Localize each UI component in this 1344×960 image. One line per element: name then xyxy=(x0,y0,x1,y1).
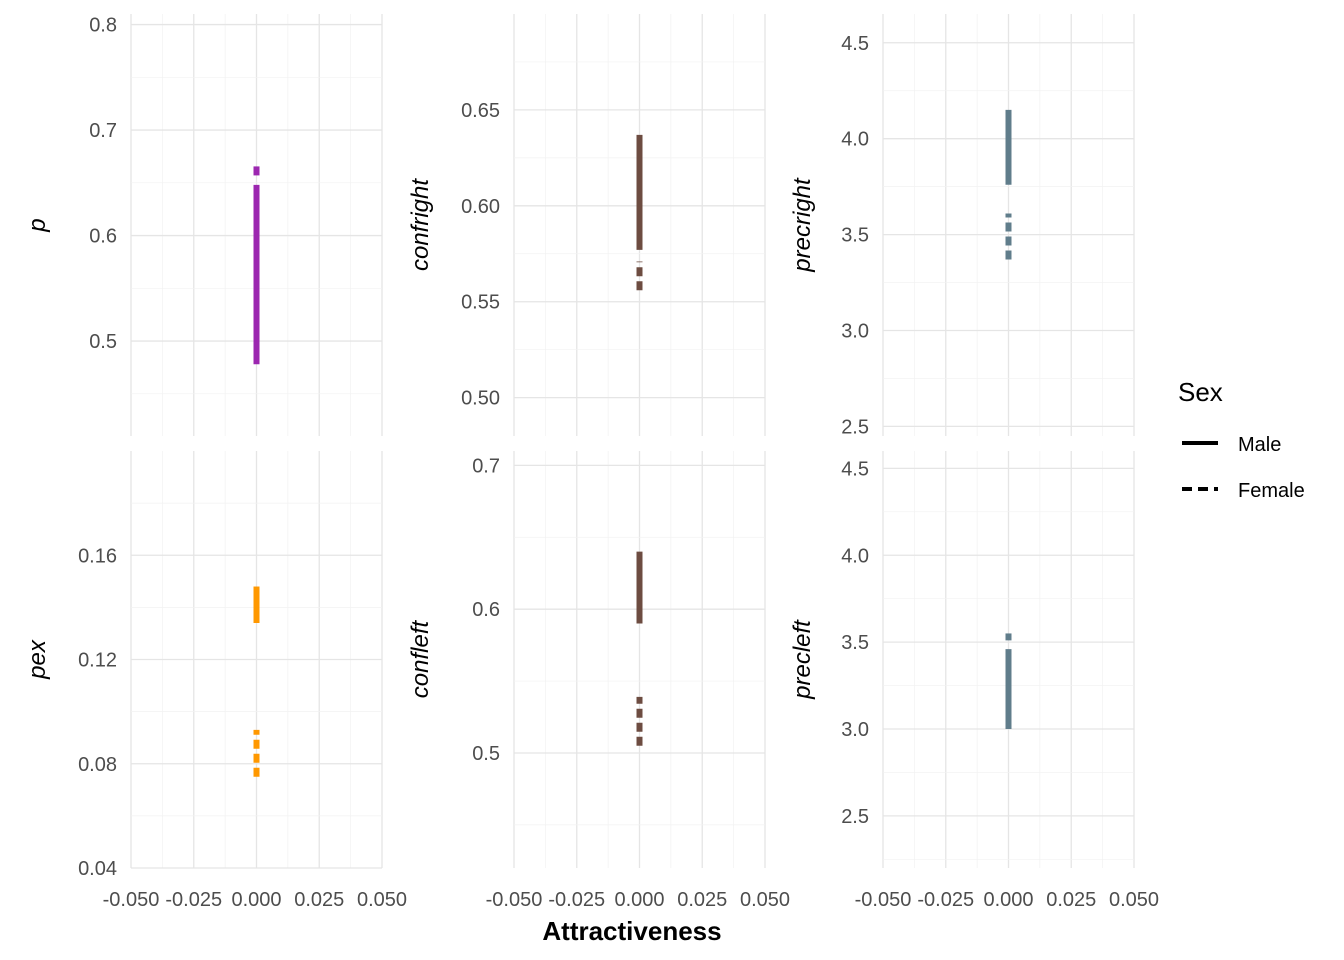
y-tick-label: 0.12 xyxy=(78,650,117,672)
y-tick-label: 0.65 xyxy=(461,100,500,122)
y-axis-title: precright xyxy=(789,177,816,273)
y-tick-label: 0.16 xyxy=(78,545,117,567)
x-tick-label: -0.050 xyxy=(103,889,160,911)
legend-label-female: Female xyxy=(1238,480,1305,502)
x-tick-label: -0.025 xyxy=(548,889,605,911)
y-tick-label: 3.5 xyxy=(841,225,869,247)
x-tick-label: -0.025 xyxy=(917,889,974,911)
y-axis-title: precleft xyxy=(789,619,816,700)
y-tick-label: 0.60 xyxy=(461,196,500,218)
y-tick-label: 3.0 xyxy=(841,321,869,343)
x-tick-label: 0.050 xyxy=(740,889,790,911)
y-tick-label: 0.7 xyxy=(89,120,117,142)
y-axis-title: pex xyxy=(24,639,51,680)
y-tick-label: 0.7 xyxy=(472,455,500,477)
x-tick-label: 0.050 xyxy=(357,889,407,911)
y-tick-label: 0.6 xyxy=(89,226,117,248)
y-axis-title: confright xyxy=(407,178,434,271)
y-tick-label: 2.5 xyxy=(841,416,869,438)
y-tick-label: 0.04 xyxy=(78,858,117,880)
y-axis-title: confleft xyxy=(407,619,434,698)
x-tick-label: 0.025 xyxy=(677,889,727,911)
y-tick-label: 0.08 xyxy=(78,754,117,776)
x-axis-title: Attractiveness xyxy=(542,916,721,946)
x-tick-label: 0.000 xyxy=(614,889,664,911)
y-tick-label: 3.0 xyxy=(841,719,869,741)
x-tick-label: 0.000 xyxy=(983,889,1033,911)
x-tick-label: 0.025 xyxy=(1046,889,1096,911)
y-tick-label: 4.5 xyxy=(841,458,869,480)
y-tick-label: 2.5 xyxy=(841,806,869,828)
y-tick-label: 0.5 xyxy=(472,743,500,765)
x-tick-label: -0.050 xyxy=(486,889,543,911)
x-tick-label: 0.025 xyxy=(294,889,344,911)
y-tick-label: 0.50 xyxy=(461,388,500,410)
y-axis-title: p xyxy=(24,218,51,232)
y-tick-label: 4.0 xyxy=(841,545,869,567)
y-tick-label: 0.5 xyxy=(89,331,117,353)
y-tick-label: 4.5 xyxy=(841,33,869,55)
x-tick-label: 0.050 xyxy=(1109,889,1159,911)
x-tick-label: -0.050 xyxy=(855,889,912,911)
legend-label-male: Male xyxy=(1238,434,1281,456)
x-tick-label: -0.025 xyxy=(165,889,222,911)
y-tick-label: 3.5 xyxy=(841,632,869,654)
y-tick-label: 0.8 xyxy=(89,15,117,37)
legend-title: Sex xyxy=(1178,377,1223,407)
y-tick-label: 4.0 xyxy=(841,129,869,151)
x-tick-label: 0.000 xyxy=(231,889,281,911)
y-tick-label: 0.55 xyxy=(461,292,500,314)
y-tick-label: 0.6 xyxy=(472,599,500,621)
